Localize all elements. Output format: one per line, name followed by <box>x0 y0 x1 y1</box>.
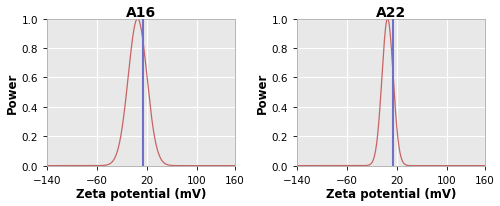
X-axis label: Zeta potential (mV): Zeta potential (mV) <box>326 187 456 200</box>
X-axis label: Zeta potential (mV): Zeta potential (mV) <box>76 187 206 200</box>
Y-axis label: Power: Power <box>6 72 18 113</box>
Title: A22: A22 <box>376 6 406 19</box>
Title: A16: A16 <box>126 6 156 19</box>
Y-axis label: Power: Power <box>256 72 268 113</box>
